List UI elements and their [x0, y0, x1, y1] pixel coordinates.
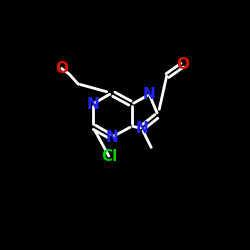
Text: N: N — [143, 87, 156, 102]
Text: O: O — [55, 61, 68, 76]
Text: N: N — [106, 130, 118, 145]
Text: N: N — [86, 96, 99, 112]
Text: N: N — [135, 121, 148, 136]
Text: O: O — [176, 57, 190, 72]
Text: Cl: Cl — [101, 148, 117, 164]
